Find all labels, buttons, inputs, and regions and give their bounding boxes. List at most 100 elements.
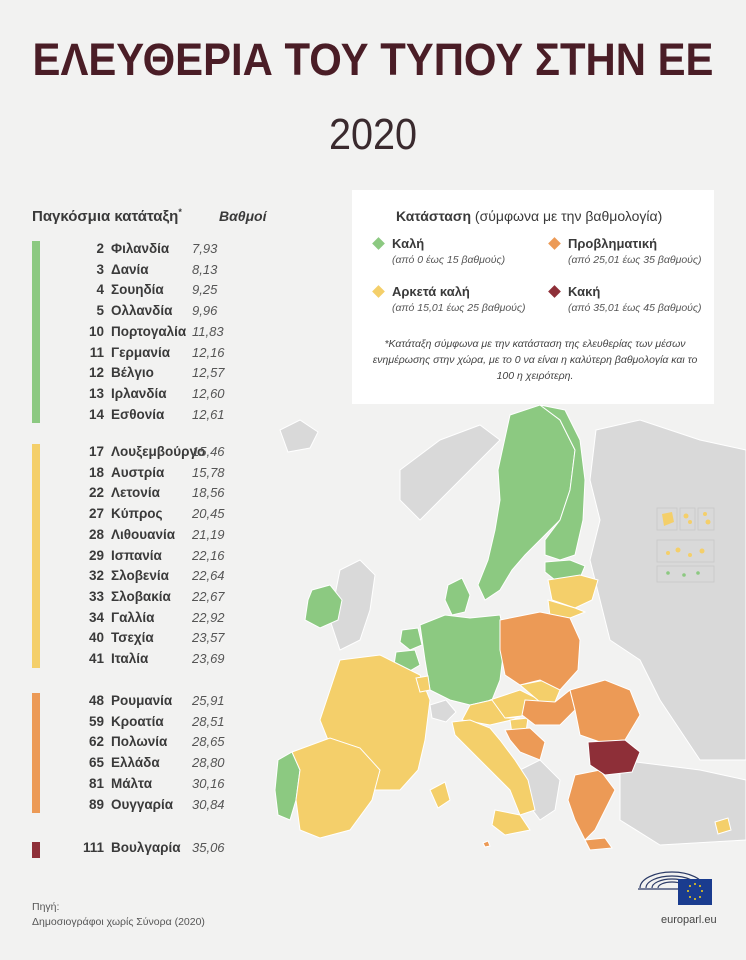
rank-number: 29	[88, 547, 104, 563]
country-name: Πολωνία	[111, 734, 168, 750]
score-value: 22,64	[192, 568, 225, 584]
score-value: 28,80	[192, 755, 225, 771]
bad-countries	[587, 739, 641, 776]
score-value: 11,83	[192, 323, 224, 339]
fairly-good-countries	[291, 574, 732, 839]
rank-number: 3	[96, 261, 104, 277]
country-name: Λουξεμβούργο	[111, 444, 206, 459]
rank-number: 34	[88, 609, 104, 625]
ranking-row: 59 Κροατία 28,51	[32, 714, 332, 734]
score-value: 12,61	[192, 406, 225, 422]
ranking-row: 3 Δανία 8,13	[32, 262, 332, 282]
rank-number: 59	[88, 713, 104, 729]
country-name: Βουλγαρία	[111, 840, 181, 855]
rank-number: 33	[88, 588, 104, 604]
rank-number: 48	[88, 693, 104, 708]
country-name: Σλοβενία	[111, 568, 169, 584]
ranking-row: 27 Κύπρος 20,45	[32, 506, 332, 526]
rank-number: 13	[88, 385, 104, 401]
legend-title: Κατάσταση (σύμφωνα με την βαθμολογία)	[396, 208, 663, 224]
eu-flag-icon	[678, 879, 712, 905]
ranking-row: 11 Γερμανία 12,16	[32, 345, 332, 365]
bad-swatch-icon	[548, 285, 561, 298]
country-name: Σλοβακία	[111, 588, 171, 604]
score-value: 21,19	[192, 526, 225, 542]
rank-number: 12	[88, 365, 104, 381]
ranking-row: 22 Λετονία 18,56	[32, 485, 332, 505]
score-value: 28,51	[192, 713, 225, 729]
ranking-header: Παγκόσμια κατάταξη*	[32, 207, 182, 225]
score-value: 15,78	[192, 464, 225, 480]
score-value: 20,45	[192, 506, 225, 522]
rank-number: 17	[88, 444, 104, 459]
country-name: Ιρλανδία	[111, 385, 167, 401]
legend-box: Κατάσταση (σύμφωνα με την βαθμολογία) Κα…	[352, 190, 714, 404]
rank-number: 11	[89, 344, 104, 360]
non-eu-land	[279, 419, 746, 846]
rank-number: 32	[88, 568, 104, 584]
ranking-row: 32 Σλοβενία 22,64	[32, 568, 332, 588]
country-name: Αυστρία	[111, 464, 165, 480]
rank-number: 41	[88, 651, 104, 666]
country-name: Κροατία	[111, 713, 164, 729]
country-name: Φιλανδία	[111, 241, 170, 256]
ranking-row: 40 Τσεχία 23,57	[32, 630, 332, 650]
ranking-row: 18 Αυστρία 15,78	[32, 465, 332, 485]
score-value: 30,84	[192, 796, 225, 812]
country-name: Ελλάδα	[111, 755, 160, 771]
ranking-row: 33 Σλοβακία 22,67	[32, 589, 332, 609]
score-value: 15,46	[192, 444, 225, 459]
rank-number: 27	[88, 506, 104, 522]
country-name: Δανία	[111, 261, 149, 277]
country-name: Γερμανία	[111, 344, 170, 360]
score-value: 9,96	[192, 303, 218, 319]
score-value: 22,16	[192, 547, 225, 563]
rank-number: 4	[96, 282, 104, 298]
ranking-row: 34 Γαλλία 22,92	[32, 610, 332, 630]
category-bar	[32, 444, 40, 668]
ranking-row: 111 Βουλγαρία 35,06	[32, 840, 332, 860]
country-name: Λιθουανία	[111, 526, 176, 542]
country-name: Ισπανία	[111, 547, 162, 563]
ranking-row: 48 Ρουμανία 25,91	[32, 693, 332, 713]
score-value: 12,16	[192, 344, 225, 360]
country-name: Ιταλία	[111, 651, 149, 666]
rank-number: 2	[96, 241, 104, 256]
ranking-row: 10 Πορτογαλία 11,83	[32, 324, 332, 344]
rank-number: 22	[88, 485, 104, 501]
ranking-row: 5 Ολλανδία 9,96	[32, 303, 332, 323]
score-value: 23,69	[192, 651, 225, 666]
rank-number: 14	[88, 406, 104, 422]
legend-note: *Κατάταξη σύμφωνα με την κατάσταση της ε…	[372, 338, 698, 382]
country-name: Ρουμανία	[111, 693, 173, 708]
score-value: 7,93	[192, 241, 218, 256]
country-name: Σουηδία	[111, 282, 164, 298]
ranking-row: 65 Ελλάδα 28,80	[32, 755, 332, 775]
ranking-row: 81 Μάλτα 30,16	[32, 776, 332, 796]
rank-number: 81	[88, 775, 104, 791]
score-value: 8,13	[192, 261, 218, 277]
website-link[interactable]: europarl.eu	[661, 914, 717, 926]
score-value: 25,91	[192, 693, 225, 708]
year-label: 2020	[328, 110, 418, 159]
score-value: 18,56	[192, 485, 225, 501]
score-value: 23,57	[192, 630, 225, 646]
score-value: 28,65	[192, 734, 225, 750]
rank-number: 5	[96, 303, 104, 319]
rank-number: 10	[88, 323, 104, 339]
problematic-swatch-icon	[548, 237, 561, 250]
rank-number: 40	[88, 630, 104, 646]
rank-number: 65	[88, 755, 104, 771]
country-name: Τσεχία	[111, 630, 154, 646]
score-value: 22,67	[192, 588, 225, 604]
good-swatch-icon	[372, 237, 385, 250]
score-header: Βαθμοί	[219, 208, 267, 224]
rank-number: 89	[88, 796, 104, 812]
page-title: ΕΛΕΥΘΕΡΙΑ ΤΟΥ ΤΥΠΟΥ ΣΤΗΝ ΕΕ	[32, 34, 714, 85]
ranking-row: 29 Ισπανία 22,16	[32, 548, 332, 568]
score-value: 30,16	[192, 775, 225, 791]
ranking-row: 17 Λουξεμβούργο 15,46	[32, 444, 332, 464]
ranking-row: 2 Φιλανδία 7,93	[32, 241, 332, 261]
rank-number: 18	[88, 464, 104, 480]
